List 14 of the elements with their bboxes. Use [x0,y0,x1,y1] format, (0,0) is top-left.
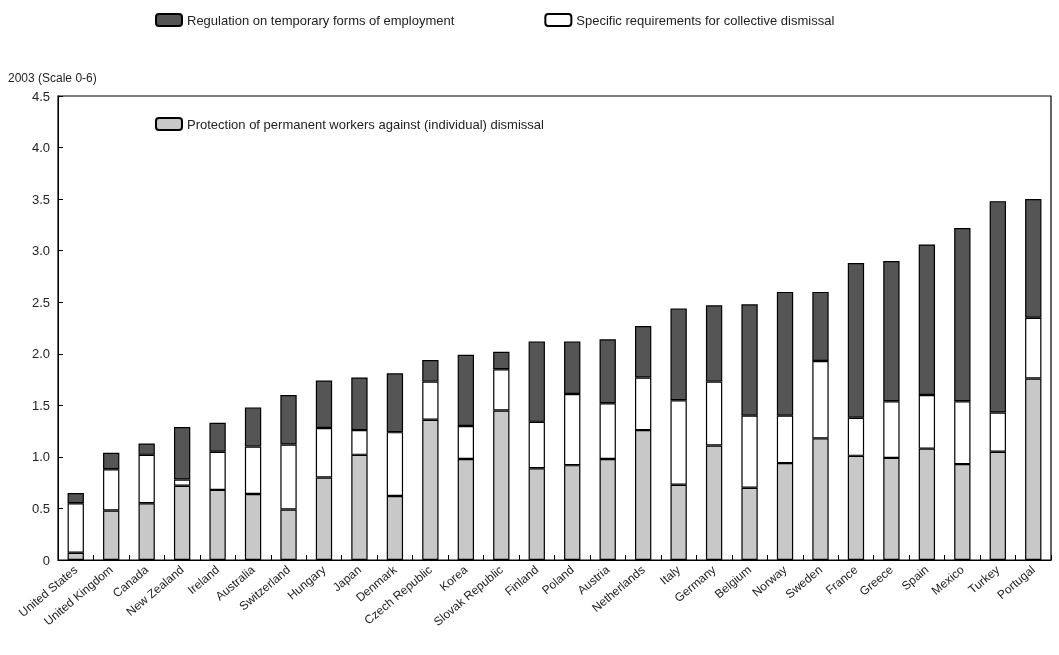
y-tick-label: 0 [42,552,50,568]
y-tick-label: 2.0 [31,346,50,362]
y-tick-label: 3.0 [31,243,50,259]
y-tick-label: 2.5 [31,294,50,310]
y-tick-label: 4.5 [31,88,50,104]
legend-label: Specific requirements for collective dismissal [576,12,835,28]
y-tick-label: 1.5 [31,397,50,413]
y-tick-label: 3.5 [31,191,50,207]
y-tick-label: 4.0 [31,140,50,156]
legend-label: Regulation on temporary forms of employment [187,12,455,28]
y-tick-label: 1.0 [31,449,50,465]
legend-label: Protection of permanent workers against (individual) dismissal [187,116,545,132]
y-axis-title: 2003 (Scale 0-6) [8,71,97,85]
y-tick-label: 0.5 [31,500,50,516]
